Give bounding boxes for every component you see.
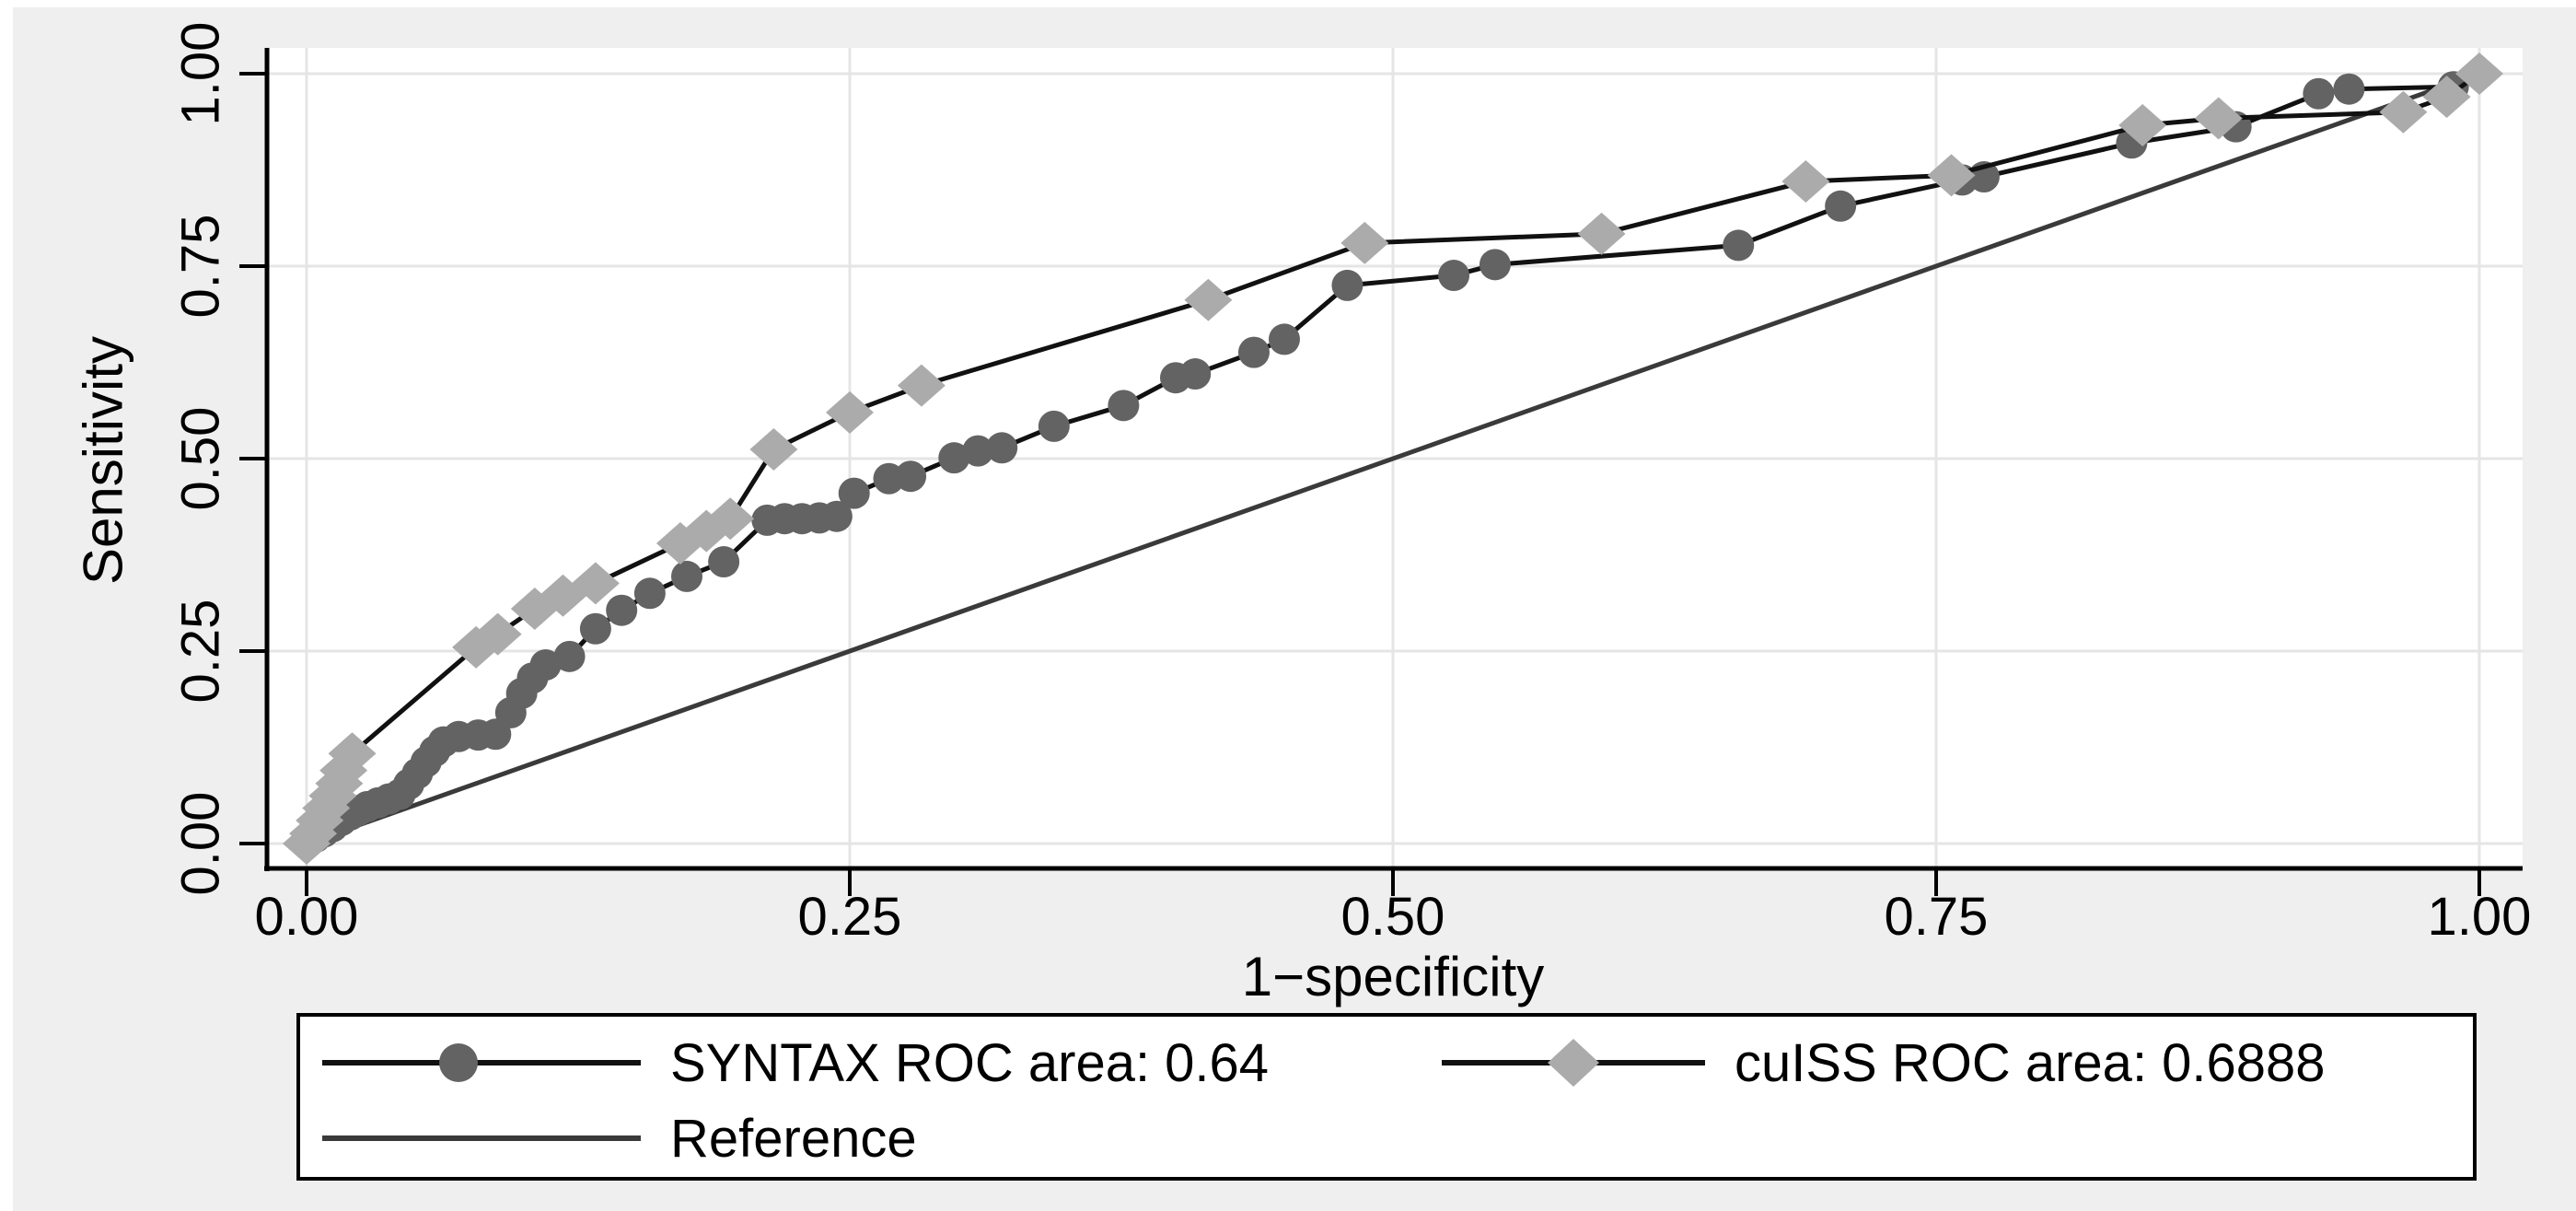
y-tick-label: 0.00 [170,791,231,896]
legend-entry-syntax: SYNTAX ROC area: 0.64 [320,1032,1270,1093]
x-tick-label: 1.00 [2427,887,2532,947]
reference-line-icon [322,1135,641,1141]
y-tick-label: 0.25 [170,599,231,704]
syntax-line-circle-icon [322,1043,641,1082]
x-tick-label: 0.75 [1884,887,1989,947]
legend-label-reference: Reference [670,1108,917,1169]
legend-entry-reference: Reference [320,1108,917,1169]
y-axis-title: Sensitivity [72,335,134,586]
legend-label-cuiss: cuISS ROC area: 0.6888 [1735,1032,2326,1093]
x-tick-label: 0.25 [797,887,902,947]
y-tick-label: 1.00 [170,21,231,126]
cuiss-line-diamond-icon [1442,1039,1705,1087]
x-axis-title: 1−specificity [1241,946,1545,1007]
x-tick-label: 0.00 [254,887,359,947]
legend: SYNTAX ROC area: 0.64 cuISS ROC area: 0.… [296,1013,2477,1181]
y-tick-label: 0.50 [170,406,231,511]
x-tick-label: 0.50 [1340,887,1445,947]
y-tick-label: 0.75 [170,214,231,319]
legend-label-syntax: SYNTAX ROC area: 0.64 [670,1032,1270,1093]
legend-entry-cuiss: cuISS ROC area: 0.6888 [1440,1032,2326,1093]
